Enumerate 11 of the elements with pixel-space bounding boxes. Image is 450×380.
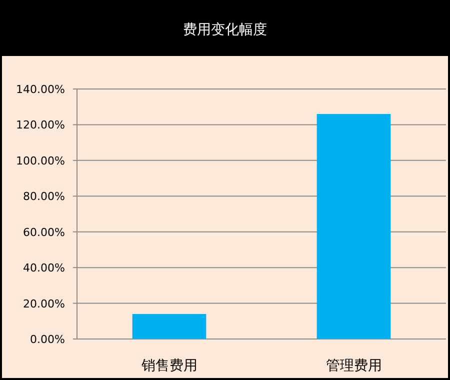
y-tick-label: 120.00% xyxy=(16,118,65,132)
y-tick-label: 40.00% xyxy=(23,262,65,275)
y-tick-label: 60.00% xyxy=(23,226,65,239)
y-tick-label: 100.00% xyxy=(16,154,65,168)
y-tick-label: 0.00% xyxy=(30,333,65,346)
chart-title: 费用变化幅度 xyxy=(183,22,267,38)
y-tick-label: 80.00% xyxy=(23,190,65,204)
y-tick-label: 20.00% xyxy=(23,297,65,310)
x-tick-label: 管理费用 xyxy=(326,358,382,374)
y-tick-label: 140.00% xyxy=(16,83,65,96)
x-tick-label: 销售费用 xyxy=(140,358,198,374)
